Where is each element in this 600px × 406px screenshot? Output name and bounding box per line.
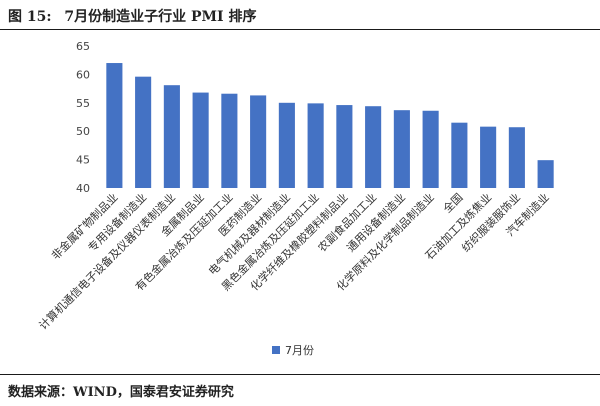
bar [422, 110, 439, 188]
legend-label: 7月份 [285, 344, 314, 357]
y-tick-label: 50 [76, 125, 90, 138]
bar [480, 126, 497, 188]
bar [106, 63, 123, 188]
y-tick-label: 55 [76, 97, 90, 110]
bar [135, 76, 152, 188]
y-axis: 40 45 50 55 60 65 [76, 40, 90, 195]
legend-swatch [272, 346, 280, 354]
bar [192, 92, 209, 188]
x-category-label: 全国 [440, 190, 465, 215]
figure-title: 7月份制造业子行业 PMI 排序 [64, 9, 257, 25]
bar [365, 106, 382, 188]
bar [393, 110, 410, 188]
figure-label: 图 15: [8, 9, 52, 25]
bar [163, 85, 180, 188]
bar [508, 127, 525, 188]
y-tick-label: 65 [76, 40, 90, 53]
bar-chart: 40 45 50 55 60 65 非金属矿物制品业专用设备制造业计算机通信电子设备及仪器… [36, 40, 554, 357]
bar [250, 95, 267, 188]
x-axis-labels: 非金属矿物制品业专用设备制造业计算机通信电子设备及仪器仪表制造业金属制品业有色金… [36, 190, 552, 332]
legend: 7月份 [272, 344, 314, 357]
bars [106, 63, 554, 188]
bar [336, 105, 353, 188]
bar [221, 93, 238, 188]
bar [307, 103, 324, 188]
y-tick-label: 40 [76, 182, 90, 195]
bar [278, 102, 295, 188]
bar [537, 160, 554, 188]
source-note: 数据来源：WIND，国泰君安证券研究 [0, 374, 600, 406]
y-tick-label: 60 [76, 68, 90, 81]
bar [451, 122, 468, 188]
figure-title-bar: 图 15: 7月份制造业子行业 PMI 排序 [0, 0, 600, 30]
y-tick-label: 45 [76, 154, 90, 167]
